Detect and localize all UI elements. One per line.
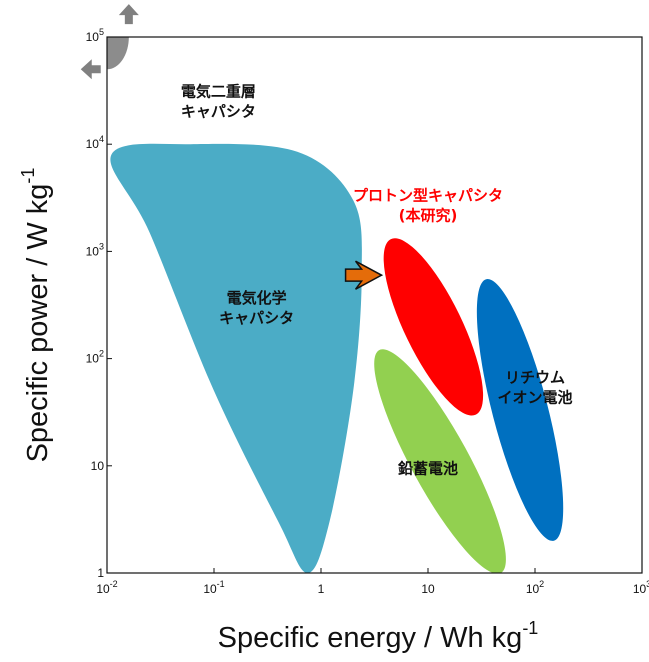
region-label-proton-0: プロトン型キャパシタ bbox=[353, 186, 503, 204]
x-tick-label: 10-2 bbox=[96, 579, 117, 596]
region-label-lithium_ion-1: イオン電池 bbox=[497, 388, 572, 406]
x-tick-label: 10-1 bbox=[203, 579, 224, 596]
region-label-proton-1: (本研究) bbox=[399, 206, 458, 224]
y-tick-label: 102 bbox=[86, 349, 104, 366]
y-tick-label: 103 bbox=[86, 241, 104, 258]
labels-layer: 電気二重層キャパシタ電気化学キャパシタプロトン型キャパシタ(本研究)鉛蓄電池リチ… bbox=[181, 82, 573, 477]
region-label-edlc-0: 電気二重層 bbox=[181, 82, 256, 100]
region-label-lead_acid-0: 鉛蓄電池 bbox=[398, 459, 458, 477]
x-axis-title: Specific energy / Wh kg-1 bbox=[218, 618, 539, 654]
region-electrochemical bbox=[110, 143, 362, 573]
arrow-right-icon bbox=[344, 260, 384, 290]
region-lead_acid bbox=[374, 349, 506, 573]
ticks-layer: 10-2 10-1 1 10 102 103 1 10 102 103 104 105 bbox=[86, 27, 649, 596]
x-tick-label: 1 bbox=[318, 582, 325, 596]
x-tick-label: 103 bbox=[633, 579, 649, 596]
x-tick-label: 10 bbox=[421, 582, 435, 596]
region-label-electrochemical-0: 電気化学 bbox=[227, 289, 287, 307]
x-tick-label: 102 bbox=[526, 579, 544, 596]
arrow-left-icon bbox=[80, 59, 101, 80]
plot-frame bbox=[106, 36, 643, 574]
region-label-lithium_ion-0: リチウム bbox=[505, 368, 565, 386]
region-label-edlc-1: キャパシタ bbox=[181, 102, 256, 120]
regions-layer bbox=[107, 37, 564, 573]
arrow-up-icon bbox=[118, 4, 139, 25]
y-tick-label: 105 bbox=[86, 27, 104, 44]
y-tick-label: 104 bbox=[86, 134, 104, 151]
y-axis-title: Specific power / W kg-1 bbox=[18, 168, 54, 463]
y-tick-label: 10 bbox=[91, 459, 105, 473]
y-tick-label: 1 bbox=[97, 566, 104, 580]
arrows-layer bbox=[80, 4, 384, 290]
region-proton bbox=[383, 238, 484, 416]
region-lithium_ion bbox=[476, 279, 564, 541]
region-label-electrochemical-1: キャパシタ bbox=[219, 309, 294, 327]
region-edlc bbox=[107, 37, 129, 70]
